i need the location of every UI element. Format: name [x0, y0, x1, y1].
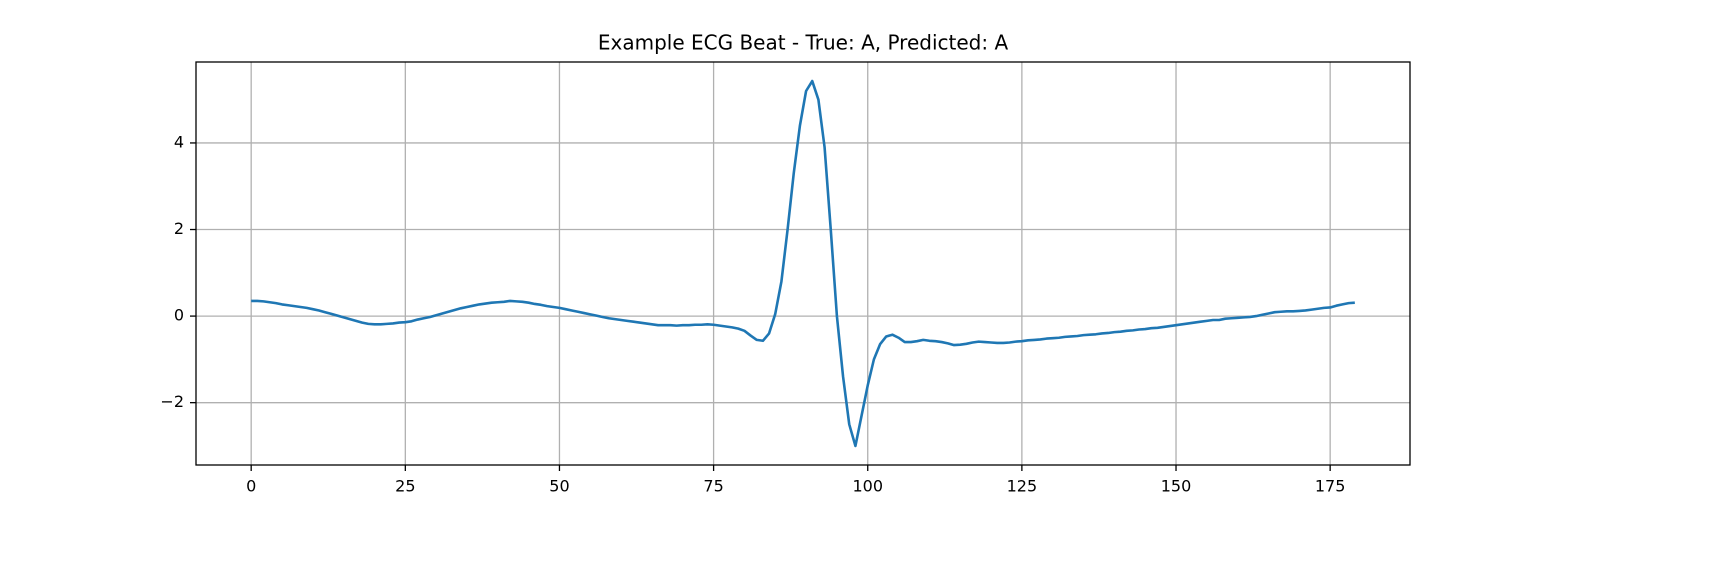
- x-tick-label: 50: [549, 477, 569, 496]
- x-tick-label: 150: [1161, 477, 1192, 496]
- x-tick-label: 175: [1315, 477, 1346, 496]
- y-tick-label: −2: [160, 392, 184, 411]
- x-tick-label: 0: [246, 477, 256, 496]
- x-tick-label: 75: [703, 477, 723, 496]
- chart-title: Example ECG Beat - True: A, Predicted: A: [598, 31, 1009, 55]
- y-tick-label: 0: [174, 306, 184, 325]
- x-tick-label: 125: [1007, 477, 1038, 496]
- ecg-line: [251, 79, 1355, 448]
- plot-frame: [195, 61, 1411, 466]
- y-tick-label: 2: [174, 219, 184, 238]
- y-tick-label: 4: [174, 132, 184, 151]
- x-tick-label: 100: [852, 477, 883, 496]
- x-tick-label: 25: [395, 477, 415, 496]
